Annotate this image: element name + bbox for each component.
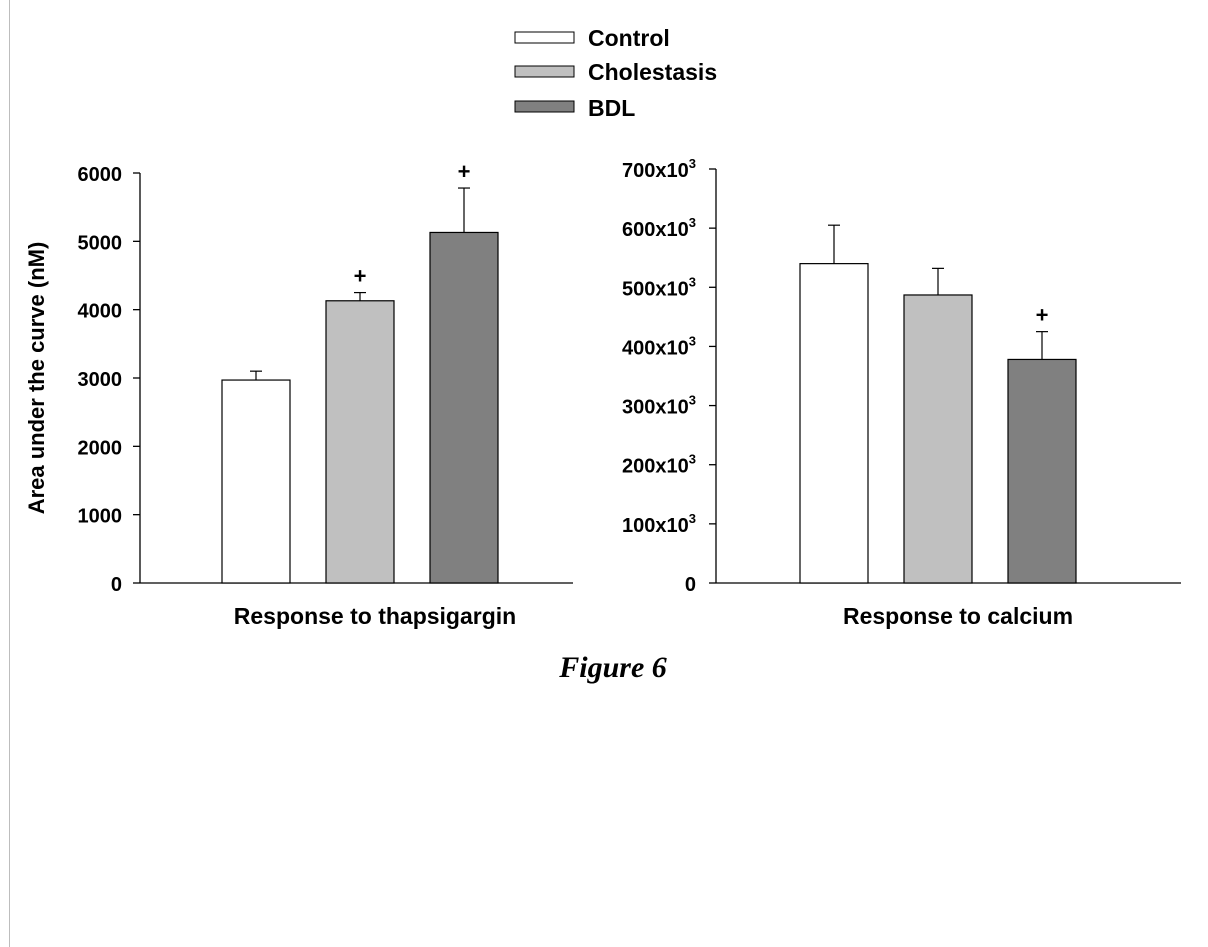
legend: Control Cholestasis BDL [514,25,717,121]
legend-item-bdl: BDL [514,95,635,121]
chart-thapsigargin-annotation-cholestasis: + [354,264,367,289]
legend-label-bdl: BDL [588,95,635,121]
chart-calcium-y-tick-label: 200x103 [622,452,696,478]
chart-thapsigargin-y-tick-label: 6000 [78,164,123,186]
chart-calcium-y-tick-label: 500x103 [622,274,696,300]
chart-calcium: Response to calcium 0 100x103 200x103 300x1… [622,156,1181,629]
legend-label-control: Control [588,25,670,51]
legend-swatch-cholestasis [514,65,575,78]
legend-item-control: Control [514,25,670,51]
chart-calcium-y-tick-label: 0 [685,574,696,596]
chart-calcium-y-tick-label: 300x103 [622,393,696,419]
chart-thapsigargin-y-tick-label: 1000 [78,506,123,528]
chart-calcium-bar-control [799,263,869,584]
chart-thapsigargin-y-tick-label: 4000 [78,301,123,323]
chart-thapsigargin-y-tick-label: 3000 [78,369,123,391]
chart-thapsigargin-bar-bdl [429,231,499,584]
chart-calcium-y-tick-label: 700x103 [622,156,696,182]
chart-calcium-bar-cholestasis [903,294,973,584]
chart-thapsigargin-annotation-bdl: + [458,159,471,184]
chart-calcium-y-tick-label: 400x103 [622,333,696,359]
legend-item-cholestasis: Cholestasis [514,59,717,85]
chart-calcium-y-tick-label: 600x103 [622,215,696,241]
legend-swatch-bdl [514,100,575,113]
chart-thapsigargin-xlabel: Response to thapsigargin [234,603,516,629]
chart-calcium-xlabel: Response to calcium [843,603,1073,629]
chart-thapsigargin: Area under the curve (nM) Response to th… [24,159,573,629]
chart-thapsigargin-y-tick-label: 2000 [78,437,123,459]
page-border-line [9,0,10,947]
chart-calcium-y-tick-label: 100x103 [622,511,696,537]
legend-label-cholestasis: Cholestasis [588,59,717,85]
chart-thapsigargin-bar-cholestasis [325,300,395,584]
chart-thapsigargin-bar-control [221,379,291,584]
legend-swatch-control [514,31,575,44]
figure-caption: Figure 6 [558,651,667,684]
chart-thapsigargin-y-tick-label: 0 [111,574,122,596]
chart-calcium-bar-bdl [1007,358,1077,584]
chart-calcium-annotation-bdl: + [1036,303,1049,328]
chart-thapsigargin-ylabel: Area under the curve (nM) [24,242,49,515]
chart-thapsigargin-y-tick-label: 5000 [78,232,123,254]
